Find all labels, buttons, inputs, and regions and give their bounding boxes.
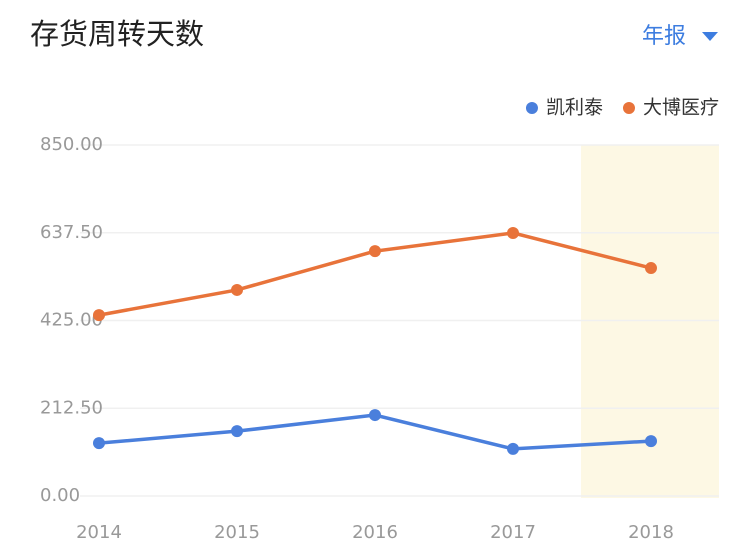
data-point	[645, 262, 657, 275]
x-tick-label: 2014	[76, 522, 122, 543]
dropdown-arrow[interactable]	[702, 32, 718, 41]
x-tick-label: 2015	[214, 522, 260, 543]
data-point	[507, 442, 519, 455]
data-point	[93, 309, 105, 322]
legend-label: 凯利泰	[546, 97, 603, 119]
chart-title: 存货周转天数	[30, 17, 204, 51]
y-tick-label: 0.00	[40, 485, 80, 506]
x-tick-label: 2018	[628, 522, 674, 543]
y-tick-label: 637.50	[40, 222, 103, 243]
legend-marker	[525, 102, 538, 114]
y-tick-label: 425.00	[40, 310, 103, 331]
data-point	[369, 409, 381, 422]
x-tick-label: 2016	[352, 522, 398, 543]
y-tick-label: 212.50	[40, 397, 103, 418]
y-tick-label: 850.00	[40, 134, 103, 155]
legend-marker	[622, 102, 635, 114]
data-point	[369, 245, 381, 258]
data-point	[507, 226, 519, 239]
legend-label: 大博医疗	[643, 97, 719, 119]
period-selector[interactable]: 年报	[642, 24, 686, 49]
data-point	[645, 435, 657, 448]
x-tick-label: 2017	[490, 522, 536, 543]
data-point	[231, 283, 243, 296]
data-point	[231, 425, 243, 438]
data-point	[93, 437, 105, 450]
